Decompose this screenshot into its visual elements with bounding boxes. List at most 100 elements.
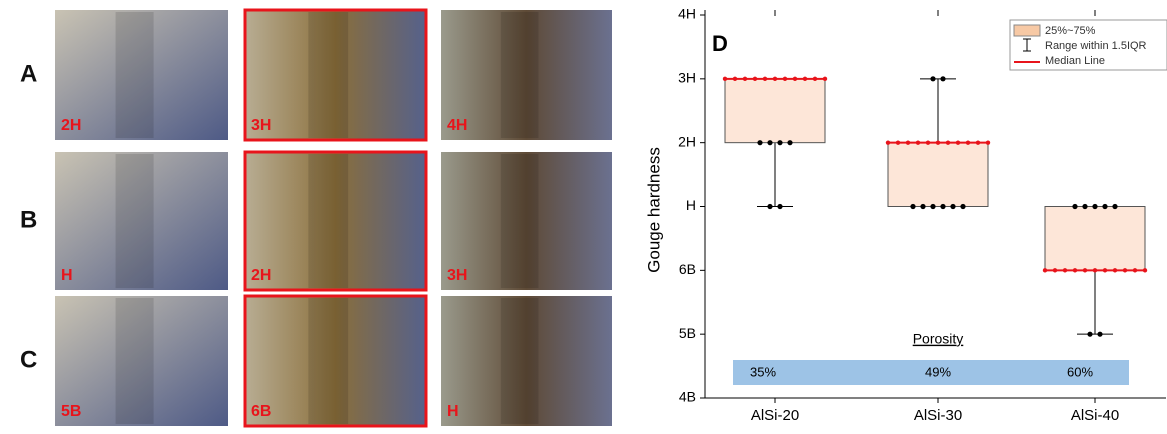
data-point <box>767 203 773 210</box>
hardness-label: 3H <box>447 267 467 284</box>
porosity-title: Porosity <box>913 331 964 347</box>
median-marker <box>1052 268 1058 273</box>
median-marker <box>732 76 738 82</box>
hardness-label: 4H <box>447 117 467 134</box>
y-tick-label: 5B <box>679 325 696 341</box>
row-label: C <box>20 346 37 373</box>
data-point <box>1112 203 1118 210</box>
median-marker <box>915 140 921 145</box>
photo <box>243 150 428 292</box>
data-point <box>1092 203 1098 210</box>
median-marker <box>1042 268 1048 273</box>
y-tick-label: 4H <box>678 6 696 22</box>
photo <box>441 10 612 140</box>
median-marker <box>1122 268 1128 273</box>
data-point <box>930 76 936 82</box>
legend-label: 25%~75% <box>1045 25 1096 37</box>
y-axis-label: Gouge hardness <box>644 147 663 273</box>
data-point <box>930 203 936 210</box>
legend-label: Median Line <box>1045 55 1105 67</box>
hardness-label: 2H <box>251 267 271 284</box>
median-marker <box>965 140 971 145</box>
hardness-label: 6B <box>251 403 271 420</box>
porosity-band <box>733 360 1129 385</box>
median-marker <box>772 76 778 82</box>
median-marker <box>975 140 981 145</box>
scratch <box>308 154 349 288</box>
scratch <box>308 12 349 138</box>
median-marker <box>1142 268 1148 273</box>
median-marker <box>812 76 818 82</box>
hardness-label: 2H <box>61 117 81 134</box>
scratch <box>115 298 154 424</box>
photo <box>55 10 228 140</box>
photo <box>243 8 428 142</box>
scratch <box>500 154 539 288</box>
median-marker <box>1062 268 1068 273</box>
median-marker <box>1112 268 1118 273</box>
median-marker <box>742 76 748 82</box>
photo <box>55 296 228 426</box>
data-point <box>1097 331 1103 337</box>
scratch <box>308 298 349 424</box>
median-marker <box>1072 268 1078 273</box>
box <box>724 78 826 144</box>
hardness-label: H <box>61 267 73 284</box>
chart: 4B 5B 6B H 2H 3H 4H Gouge hardness D Porosity AlSi… <box>644 6 1167 424</box>
porosity-value: 49% <box>925 364 951 379</box>
median-marker <box>752 76 758 82</box>
y-tick-label: 3H <box>678 70 696 86</box>
median-marker <box>935 140 941 145</box>
data-point <box>777 203 783 210</box>
photo-grid: A 2H 3H 4H B H 2H 3H C 5B 6B H <box>20 8 612 428</box>
median-marker <box>802 76 808 82</box>
scratch <box>500 298 539 424</box>
data-point <box>1072 203 1078 210</box>
data-point <box>767 140 773 146</box>
legend-label: Range within 1.5IQR <box>1045 40 1147 52</box>
data-point <box>950 203 956 210</box>
median-marker <box>945 140 951 145</box>
x-tick-label: AlSi-20 <box>751 407 799 424</box>
median-marker <box>792 76 798 82</box>
x-tick-label: AlSi-30 <box>914 407 962 424</box>
panel-label: D <box>712 31 728 56</box>
median-marker <box>885 140 891 145</box>
box <box>887 142 989 208</box>
legend-swatch <box>1013 24 1041 37</box>
photo <box>243 294 428 428</box>
hardness-label: H <box>447 403 459 420</box>
y-tick-label: 2H <box>678 133 696 149</box>
median-marker <box>1092 268 1098 273</box>
median-marker <box>1102 268 1108 273</box>
y-tick-label: 4B <box>679 389 696 405</box>
median-marker <box>1132 268 1138 273</box>
data-point <box>960 203 966 210</box>
median-marker <box>762 76 768 82</box>
median-marker <box>905 140 911 145</box>
median-marker <box>822 76 828 82</box>
data-point <box>910 203 916 210</box>
porosity-value: 35% <box>750 364 776 379</box>
x-tick-label: AlSi-40 <box>1071 407 1119 424</box>
median-marker <box>955 140 961 145</box>
photo <box>55 152 228 290</box>
data-point <box>757 140 763 146</box>
data-point <box>940 203 946 210</box>
data-point <box>1087 331 1093 337</box>
median-marker <box>722 76 728 82</box>
hardness-label: 5B <box>61 403 81 420</box>
porosity-value: 60% <box>1067 364 1093 379</box>
median-marker <box>895 140 901 145</box>
photo <box>441 296 612 426</box>
data-point <box>777 140 783 146</box>
y-tick-label: H <box>686 197 696 213</box>
data-point <box>940 76 946 82</box>
data-point <box>1102 203 1108 210</box>
row-label: A <box>20 60 37 87</box>
box <box>1044 206 1146 271</box>
photo <box>441 152 612 290</box>
median-marker <box>985 140 991 145</box>
scratch <box>115 154 154 288</box>
